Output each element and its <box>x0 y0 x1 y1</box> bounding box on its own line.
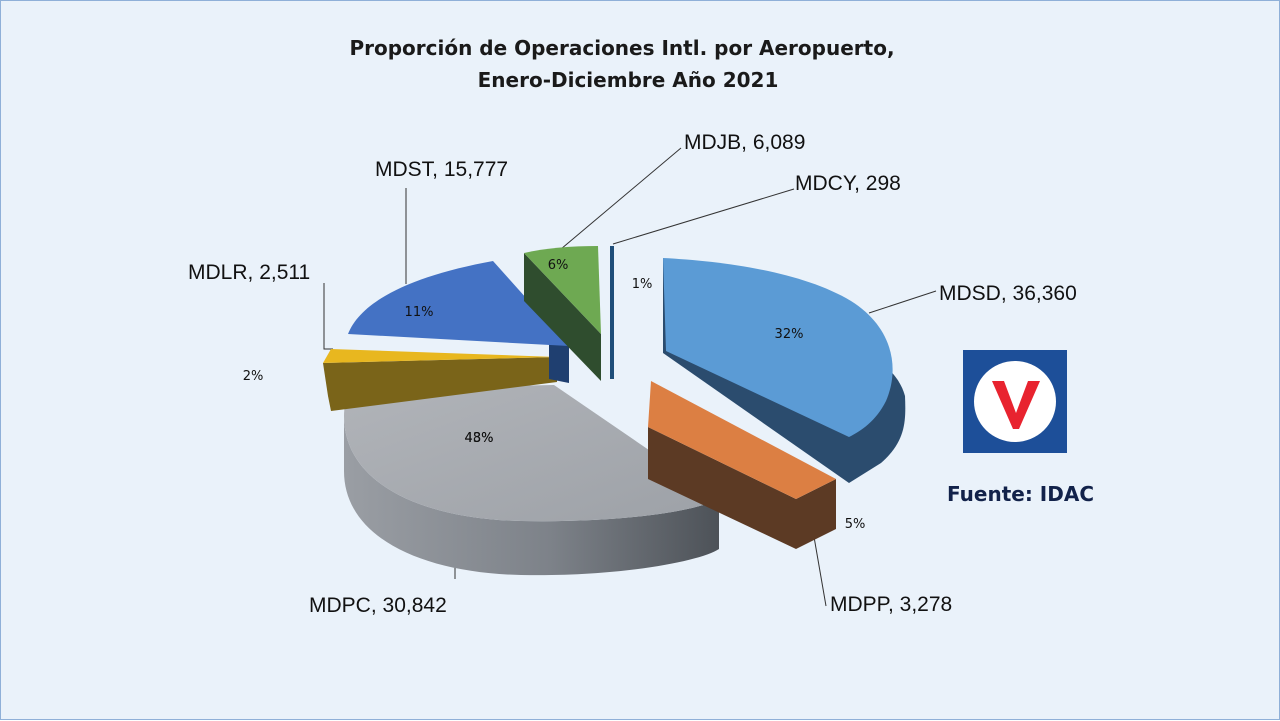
category-label-mdst: MDST, 15,777 <box>375 158 508 181</box>
category-label-mdcy-value: 298 <box>866 172 901 195</box>
pie-slice-mdpp <box>648 381 836 549</box>
category-labels: MDSD, 36,360 MDPP, 3,278 MDPC, 30,842 MD… <box>188 131 1077 617</box>
category-label-mdpc: MDPC, 30,842 <box>309 594 447 617</box>
category-label-mdpp-name: MDPP <box>830 593 890 616</box>
pie-slice-mdpp-side <box>648 427 836 549</box>
pie-slice-mdjb <box>524 246 601 381</box>
pie-slice-mdpc-top <box>344 385 719 522</box>
pie-slice-mdsd-top <box>663 258 893 437</box>
pie-slice-mdpp-top <box>648 381 836 499</box>
pie-slice-mdjb-top <box>524 246 601 334</box>
pie-slice-mdpc <box>344 385 719 576</box>
pie-slice-mdcy-side <box>610 246 614 379</box>
percent-label-overlap: 48% <box>465 431 494 446</box>
category-label-mdsd: MDSD, 36,360 <box>939 282 1077 305</box>
percent-label-mdcy: 1% <box>632 277 653 292</box>
percent-label-mdlr: 2% <box>243 369 264 384</box>
v-letter-logo-icon <box>963 350 1067 453</box>
category-label-mdpp-value: 3,278 <box>900 593 953 616</box>
percent-label-mdjb: 6% <box>548 258 569 273</box>
pie-slice-mdcy <box>610 246 614 379</box>
leader-line-mdlr <box>323 283 333 350</box>
percent-label-mdpc: 43% <box>465 431 494 446</box>
percent-label-mdpp: 5% <box>845 517 866 532</box>
pie-slice-mdsd <box>663 258 906 483</box>
category-label-mdpp: MDPP, 3,278 <box>830 593 952 616</box>
category-label-mdsd-value: 36,360 <box>1013 282 1077 305</box>
pie-slice-mdst-top <box>348 261 569 346</box>
pie-slice-mdjb-side <box>524 253 601 381</box>
category-label-mdlr-name: MDLR <box>188 261 248 284</box>
category-label-mdst-name: MDST <box>375 158 435 181</box>
category-label-mdjb-name: MDJB <box>684 131 741 154</box>
category-label-mdlr-value: 2,511 <box>259 261 310 284</box>
leader-line-mdsd <box>868 290 937 314</box>
category-label-mdcy-name: MDCY <box>795 172 857 195</box>
chart-title: Proporción de Operaciones Intl. por Aero… <box>349 36 894 92</box>
pie-slice-mdlr-top <box>323 349 557 363</box>
pie-slice-mdlr <box>323 349 557 411</box>
leader-line-mdpp <box>812 530 827 607</box>
category-label-mdpc-name: MDPC <box>309 594 371 617</box>
leader-lines <box>323 147 937 607</box>
logo-circle <box>974 361 1056 442</box>
logo-v-letter <box>992 381 1040 429</box>
pie-slice-mdlr-side <box>323 357 557 411</box>
category-label-mdjb-value: 6,089 <box>753 131 806 154</box>
category-label-mdst-value: 15,777 <box>444 158 508 181</box>
category-label-mdsd-name: MDSD <box>939 282 1001 305</box>
chart-title-line-1: Proporción de Operaciones Intl. por Aero… <box>349 36 894 60</box>
category-label-mdpc-value: 30,842 <box>383 594 447 617</box>
percent-label-mdsd: 32% <box>775 327 804 342</box>
percent-label-mdst: 11% <box>405 305 434 320</box>
leader-line-mdcy <box>612 188 795 245</box>
category-label-mdcy: MDCY, 298 <box>795 172 901 195</box>
pie-slice-mdst <box>348 261 569 383</box>
percent-labels: 32% 5% 43% 48% 2% 11% 6% 1% <box>243 258 866 532</box>
pie-slice-mdpc-side <box>344 416 719 576</box>
source-note: Fuente: IDAC <box>947 482 1094 506</box>
leader-line-mdjb <box>560 147 682 250</box>
chart-title-line-2: Enero-Diciembre Año 2021 <box>478 68 779 92</box>
category-label-mdjb: MDJB, 6,089 <box>684 131 805 154</box>
category-label-mdlr: MDLR, 2,511 <box>188 261 310 284</box>
